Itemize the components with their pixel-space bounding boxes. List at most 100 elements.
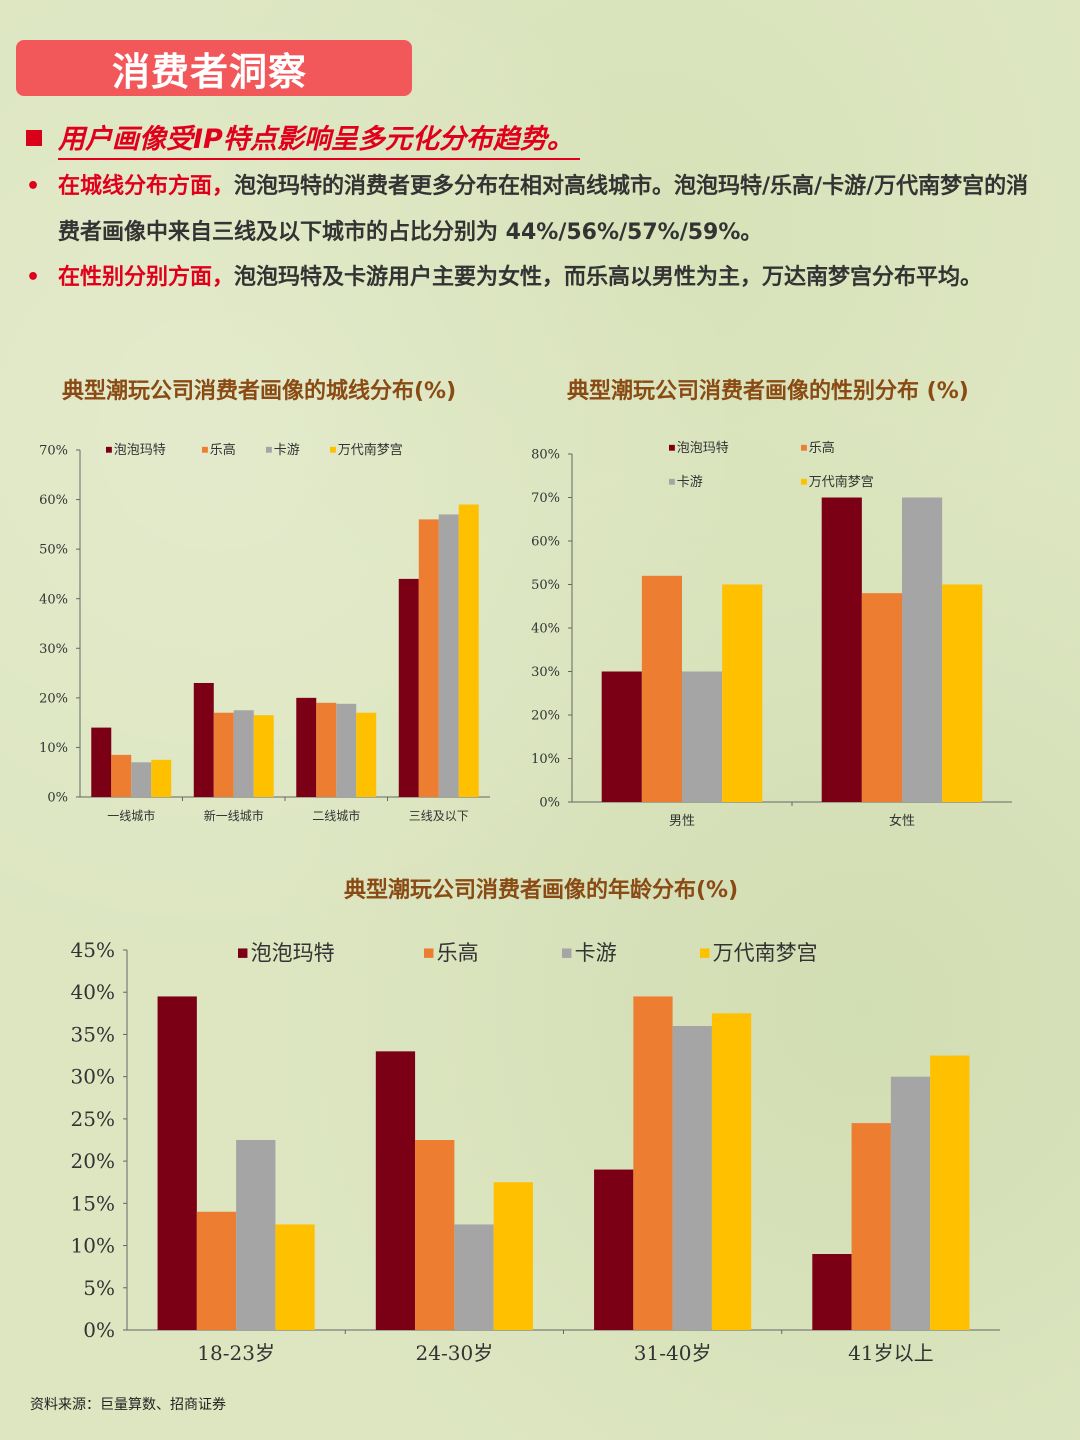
x-tick-label: 一线城市	[107, 808, 155, 823]
y-tick-label: 35%	[71, 1022, 115, 1046]
bar-泡泡玛特-24-30岁	[375, 1051, 416, 1330]
bar-乐高-二线城市	[316, 702, 337, 797]
bar-卡游-三线及以下	[438, 514, 459, 797]
legend-swatch	[669, 478, 675, 485]
legend-label: 泡泡玛特	[677, 441, 729, 456]
bar-卡游-男性	[682, 671, 723, 802]
section-header: 消费者洞察	[16, 40, 412, 96]
y-tick-label: 10%	[39, 741, 68, 756]
legend-label: 乐高	[210, 442, 236, 458]
bar-卡游-24-30岁	[454, 1224, 494, 1330]
y-tick-label: 40%	[39, 592, 68, 607]
x-tick-label: 31-40岁	[634, 1341, 712, 1365]
bar-泡泡玛特-三线及以下	[398, 578, 419, 797]
y-tick-label: 30%	[39, 642, 68, 657]
y-tick-label: 0%	[47, 791, 68, 806]
section-title: 消费者洞察	[112, 49, 308, 94]
bar-卡游-一线城市	[131, 762, 152, 797]
y-tick-label: 40%	[71, 980, 115, 1004]
chart-age-distribution: 0% 5% 10% 15% 20% 25% 30% 35% 40% 45% 18-23岁 24-30岁…	[71, 938, 1000, 1365]
chart-title-city: 典型潮玩公司消费者画像的城线分布(%)	[62, 379, 457, 404]
bar-乐高-男性	[641, 575, 682, 802]
bar-万代南梦宫-41岁以上	[930, 1055, 970, 1330]
bar-卡游-女性	[902, 497, 943, 802]
dot-icon: •	[26, 174, 41, 199]
y-tick-label: 40%	[531, 622, 560, 637]
y-tick-label: 0%	[83, 1318, 115, 1342]
legend-label: 乐高	[437, 941, 479, 965]
bar-泡泡玛特-女性	[821, 497, 862, 802]
x-tick-label: 女性	[889, 813, 915, 829]
bar-泡泡玛特-男性	[601, 671, 642, 802]
legend-swatch	[801, 478, 807, 485]
bar-卡游-31-40岁	[672, 1026, 712, 1330]
bar-泡泡玛特-二线城市	[296, 697, 317, 797]
x-tick-label: 二线城市	[312, 808, 360, 823]
y-tick-label: 5%	[83, 1276, 115, 1300]
y-tick-label: 10%	[531, 752, 560, 767]
bar-万代南梦宫-24-30岁	[493, 1182, 533, 1330]
bullet-text: 泡泡玛特及卡游用户主要为女性，而乐高以男性为主，万达南梦宫分布平均。	[234, 265, 983, 290]
y-tick-label: 80%	[531, 448, 560, 463]
y-tick-label: 50%	[531, 578, 560, 593]
bar-万代南梦宫-三线及以下	[458, 504, 479, 797]
y-tick-label: 20%	[71, 1149, 115, 1173]
bar-乐高-31-40岁	[633, 996, 673, 1330]
legend-label: 万代南梦宫	[809, 474, 874, 490]
headline: 用户画像受IP特点影响呈多元化分布趋势。	[26, 117, 1040, 160]
y-tick-label: 60%	[39, 493, 68, 508]
bar-泡泡玛特-新一线城市	[193, 682, 214, 797]
y-tick-label: 30%	[71, 1065, 115, 1089]
bar-泡泡玛特-18-23岁	[157, 996, 197, 1330]
y-tick-label: 50%	[39, 543, 68, 558]
legend-swatch	[562, 948, 572, 958]
bar-乐高-41岁以上	[851, 1123, 891, 1330]
legend-swatch	[106, 446, 112, 453]
chart-city-distribution: 0% 10% 20% 30% 40% 50% 60% 70% 一线城市 新一线城市 二线城市 三线及以…	[39, 442, 490, 823]
bar-乐高-新一线城市	[213, 712, 234, 797]
bar-乐高-三线及以下	[418, 519, 439, 797]
legend-label: 卡游	[575, 941, 617, 965]
legend-swatch	[700, 948, 710, 958]
bar-乐高-女性	[861, 593, 902, 802]
bar-乐高-18-23岁	[196, 1211, 237, 1330]
bar-万代南梦宫-二线城市	[356, 712, 377, 797]
bar-万代南梦宫-男性	[722, 584, 763, 802]
bar-卡游-二线城市	[336, 703, 357, 797]
x-tick-label: 41岁以上	[848, 1341, 933, 1365]
y-tick-label: 45%	[71, 938, 115, 962]
legend-swatch	[330, 446, 336, 453]
y-tick-label: 15%	[71, 1191, 115, 1215]
legend-swatch	[669, 444, 675, 451]
bullet-text: 泡泡玛特的消费者更多分布在相对高线城市。泡泡玛特/乐高/卡游/万代南梦宫的消费者…	[58, 174, 1029, 245]
legend-swatch	[202, 446, 208, 453]
y-tick-label: 70%	[531, 491, 560, 506]
legend-swatch	[238, 948, 248, 958]
bar-万代南梦宫-一线城市	[151, 759, 172, 797]
legend-label: 卡游	[274, 443, 300, 458]
y-tick-label: 25%	[71, 1107, 115, 1131]
headline-text: 用户画像受IP特点影响呈多元化分布趋势。	[58, 117, 580, 160]
legend-label: 万代南梦宫	[338, 442, 403, 458]
y-tick-label: 60%	[531, 535, 560, 550]
bar-泡泡玛特-41岁以上	[812, 1254, 852, 1330]
bar-卡游-41岁以上	[890, 1076, 931, 1330]
y-tick-label: 20%	[39, 691, 68, 706]
legend-swatch	[801, 444, 807, 451]
chart-title-age: 典型潮玩公司消费者画像的年龄分布(%)	[344, 878, 739, 903]
legend-label: 卡游	[677, 475, 703, 490]
square-bullet-icon	[26, 130, 42, 146]
dot-icon: •	[26, 265, 41, 290]
y-tick-label: 10%	[71, 1234, 115, 1258]
x-tick-label: 24-30岁	[416, 1341, 494, 1365]
source-note: 资料来源：巨量算数、招商证券	[30, 1397, 226, 1413]
x-tick-label: 三线及以下	[409, 809, 469, 823]
y-tick-label: 0%	[539, 796, 560, 811]
bullet-city: • 在城线分布方面，泡泡玛特的消费者更多分布在相对高线城市。泡泡玛特/乐高/卡游…	[26, 164, 1046, 256]
chart-title-gender: 典型潮玩公司消费者画像的性别分布 (%)	[567, 379, 969, 404]
bar-万代南梦宫-女性	[942, 584, 983, 802]
y-tick-label: 30%	[531, 665, 560, 680]
x-tick-label: 18-23岁	[197, 1341, 275, 1365]
legend-label: 泡泡玛特	[114, 443, 166, 458]
bar-万代南梦宫-新一线城市	[253, 715, 274, 797]
